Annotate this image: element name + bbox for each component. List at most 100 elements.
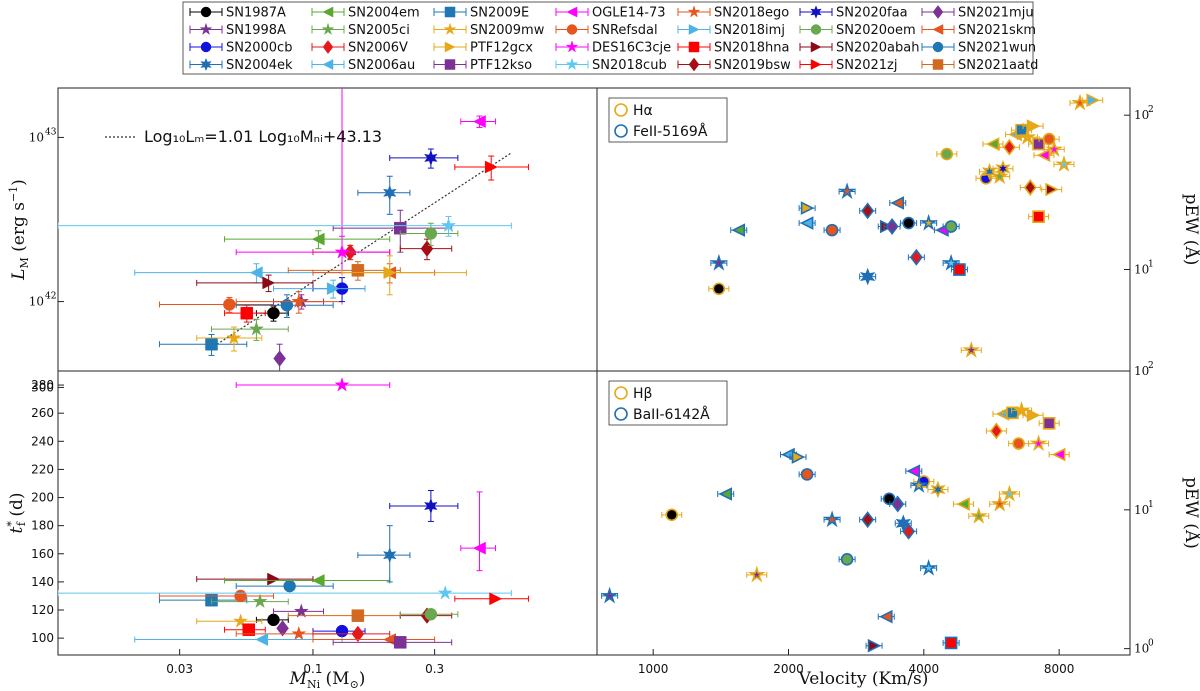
point-SN2020abah	[267, 572, 281, 586]
y-tick-exponent: 1	[1148, 500, 1154, 510]
legend-label-SN2009mw: SN2009mw	[470, 23, 545, 38]
legend-label-SN2004em: SN2004em	[348, 6, 420, 21]
y-tick-label: 10	[29, 130, 44, 144]
point-a	[990, 494, 1009, 512]
point-SN2021mju	[273, 350, 286, 367]
point-DES16C3cje	[334, 244, 350, 259]
point-b	[867, 638, 882, 653]
point-a	[985, 137, 1000, 151]
point-SN1998A	[293, 603, 309, 618]
point-SN2018imj	[326, 282, 340, 295]
x-axis-label: Velocity (Km/s)	[798, 669, 929, 689]
y-tick-label: 160	[31, 547, 54, 561]
point-a	[1086, 93, 1100, 108]
legend-marker-SN2009E	[444, 6, 456, 18]
legend-label-DES16C3cje: DES16C3cje	[592, 41, 671, 56]
y-tick-label: 200	[31, 491, 54, 505]
point-SNRefsdal	[223, 298, 236, 311]
y-tick-label: 300	[31, 380, 54, 394]
x-tick-label: 8000	[1044, 662, 1075, 676]
point-SN1987A	[267, 306, 280, 320]
legend-label-SN2006V: SN2006V	[348, 41, 408, 56]
point-SN2009mw	[232, 613, 249, 628]
point-DES16C3cje	[334, 377, 350, 392]
plot-area	[600, 401, 1070, 653]
legend-label-SNRefsdal: SNRefsdal	[592, 23, 658, 38]
point-b	[953, 263, 966, 276]
point-b	[731, 223, 746, 237]
point-a	[1026, 119, 1041, 133]
y-tick-exponent: 1	[1148, 260, 1154, 270]
point-b	[882, 492, 896, 506]
legend-label-SN2018hna: SN2018hna	[714, 41, 790, 56]
point-a	[1018, 127, 1037, 145]
y-tick-label: 10	[1134, 642, 1149, 656]
point-b	[919, 558, 938, 576]
legend-label-SN2021wun: SN2021wun	[958, 41, 1036, 56]
point-SN2020oem	[424, 607, 438, 621]
point-b	[891, 495, 905, 513]
point-b	[600, 586, 619, 604]
point-b	[710, 253, 728, 271]
point-SN2005ci	[248, 321, 265, 336]
legend-marker-SN2018ego	[687, 5, 701, 18]
point-SN2006V	[351, 625, 365, 643]
point-SN2018ego	[291, 625, 307, 641]
point-a	[969, 506, 988, 524]
y-axis-label: pEW (Å)	[1181, 477, 1200, 549]
x-tick-label: 0.03	[166, 662, 193, 676]
point-b	[799, 216, 814, 230]
legend-marker-SN2006au	[322, 59, 334, 70]
panel-bottom-left: 100 120 140 160 180 200 220 240 260 280 0.03 0.1 0.3…	[5, 377, 529, 691]
fit-line	[216, 152, 512, 345]
x-tick-label: 0.3	[425, 662, 444, 676]
legend-marker-SN2019bsw	[688, 57, 700, 72]
legend-marker-PTF12kso	[444, 59, 456, 70]
point-a	[1029, 434, 1048, 452]
legend-label-SN2018cub: SN2018cub	[592, 58, 667, 73]
legend-marker-SN2020faa	[810, 5, 822, 19]
legend-label-SN2004ek: SN2004ek	[226, 58, 293, 73]
y-tick-exponent: 2	[1148, 105, 1154, 115]
point-b	[800, 468, 814, 481]
y-tick-label: 100	[31, 631, 54, 645]
point-b	[910, 476, 928, 493]
point-b	[902, 522, 916, 540]
y-tick-label: 260	[31, 406, 54, 420]
legend-frame	[182, 1, 1034, 75]
point-a	[1000, 484, 1019, 502]
point-a	[989, 422, 1003, 440]
point-a	[1032, 210, 1045, 223]
legend-label-SN2019bsw: SN2019bsw	[714, 58, 791, 73]
x-tick-label: 0.1	[303, 662, 322, 676]
point-a	[1051, 447, 1066, 462]
legend-marker-SN2021aatd	[932, 59, 944, 70]
point-SN2021mju	[276, 620, 289, 637]
legend-marker-SN2000cb	[200, 41, 212, 53]
point-SN2018hna	[242, 623, 256, 636]
point-b	[800, 201, 815, 215]
point-a	[930, 480, 946, 499]
series-legend-marker-a	[614, 103, 628, 117]
plot-area	[708, 93, 1104, 358]
point-SN2020abah	[262, 276, 276, 290]
y-axis-label: pEW (Å)	[1181, 194, 1200, 266]
point-a	[1045, 140, 1063, 157]
series-legend-frame	[608, 380, 728, 426]
point-SN2018cub	[437, 585, 453, 600]
x-tick-label: 4000	[909, 662, 940, 676]
y-axis-label: LM (erg s−1)	[7, 179, 31, 281]
x-tick-label: 1000	[638, 662, 669, 676]
legend-marker-SN2020abah	[810, 41, 822, 53]
y-tick-exponent: 0	[1148, 639, 1154, 649]
point-a	[990, 167, 1009, 184]
point-a	[712, 282, 726, 296]
point-SN2020oem	[424, 227, 438, 240]
legend-marker-SN2009mw	[443, 22, 457, 36]
point-SN2004ek	[382, 184, 397, 201]
legend-marker-SN2018cub	[565, 57, 579, 71]
legend-label-SN2021zj: SN2021zj	[836, 58, 898, 73]
